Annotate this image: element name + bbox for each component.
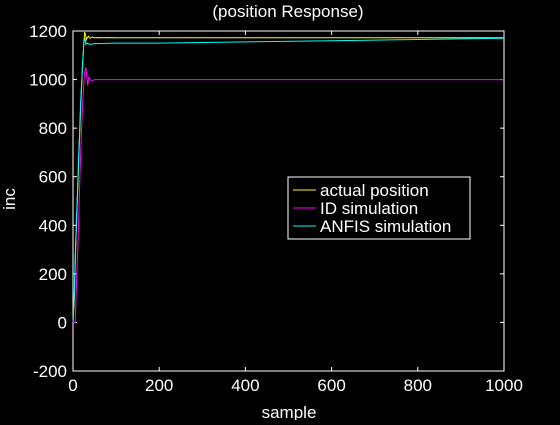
y-tick-label: 1200 xyxy=(29,22,67,41)
legend-box xyxy=(287,176,471,240)
plot-area xyxy=(72,30,505,372)
y-tick-label: 200 xyxy=(39,265,67,284)
y-tick-label: 600 xyxy=(39,168,67,187)
x-axis-label: sample xyxy=(262,403,317,420)
x-tick-label: 400 xyxy=(231,376,259,395)
y-tick-label: 800 xyxy=(39,119,67,138)
axis-ticks: 0 200 400 600 800 1000-2000200400600800100012… xyxy=(29,22,523,395)
x-tick-label: 600 xyxy=(317,376,345,395)
y-tick-label: -200 xyxy=(33,362,67,381)
legend-label: ID simulation xyxy=(320,199,418,218)
chart-title: (position Response) xyxy=(212,2,363,21)
series-line-2 xyxy=(73,67,504,323)
series-line-3 xyxy=(72,37,505,323)
y-tick-label: 400 xyxy=(39,216,67,235)
legend-label: ANFIS simulation xyxy=(320,217,451,236)
x-tick-label: 1000 xyxy=(485,376,523,395)
y-tick-label: 0 xyxy=(58,313,67,332)
x-tick-label: 0 xyxy=(68,376,77,395)
legend-label: actual position xyxy=(320,181,429,200)
y-tick-label: 1000 xyxy=(29,71,67,90)
y-axis-label: inc xyxy=(0,188,19,210)
series-lines xyxy=(72,32,505,323)
x-tick-label: 200 xyxy=(145,376,173,395)
x-tick-label: 800 xyxy=(404,376,432,395)
